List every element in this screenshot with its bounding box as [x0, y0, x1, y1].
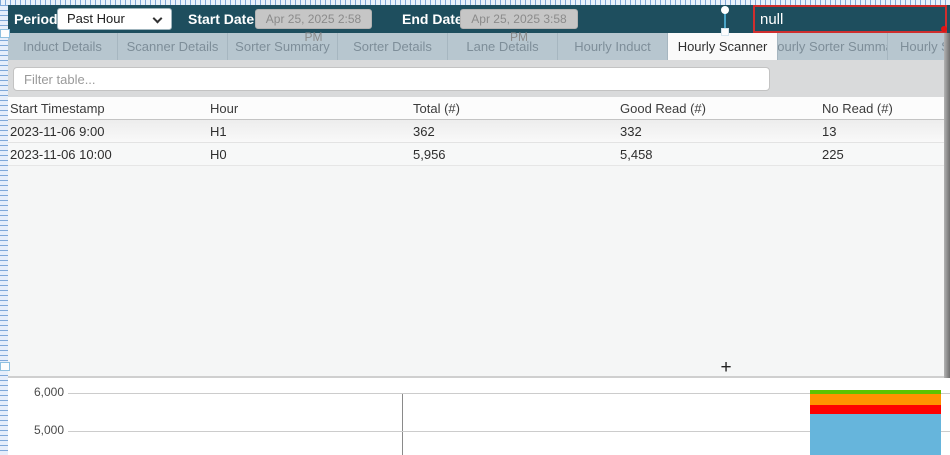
tab-hourly-induct[interactable]: Hourly Induct [558, 33, 668, 60]
hourly-scanner-table: Start Timestamp Hour Total (#) Good Read… [8, 97, 950, 378]
filter-strip [8, 60, 950, 97]
stacked-bar-segment [810, 390, 941, 394]
table-row[interactable]: 2023-11-06 9:00 H1 362 332 13 [8, 120, 950, 143]
tab-sorter-details[interactable]: Sorter Details [338, 33, 448, 60]
cell-total: 362 [413, 123, 435, 139]
end-date-label: End Date: [402, 11, 468, 27]
cell-hour: H0 [210, 146, 227, 162]
end-date-input[interactable]: Apr 25, 2025 3:58 PM [460, 9, 578, 44]
chart-vertical-gridline [402, 393, 403, 455]
selection-handle-bottom [721, 28, 729, 36]
filter-table-input[interactable] [13, 67, 770, 91]
tab-sorter-summary[interactable]: Sorter Summary [228, 33, 338, 60]
cell-good-read: 5,458 [620, 146, 653, 162]
col-no-read[interactable]: No Read (#) [822, 100, 893, 116]
stacked-bar-segment [810, 393, 941, 406]
invalid-value-field[interactable]: null [753, 5, 947, 33]
selection-line [724, 11, 726, 30]
col-start-timestamp[interactable]: Start Timestamp [10, 100, 105, 116]
start-date-input[interactable]: Apr 25, 2025 2:58 PM [255, 9, 372, 44]
tab-scanner-details[interactable]: Scanner Details [118, 33, 228, 60]
tab-hourly-scanner[interactable]: Hourly Scanner [668, 33, 778, 60]
cell-start-timestamp: 2023-11-06 9:00 [10, 123, 105, 139]
tab-bar: Induct Details Scanner Details Sorter Su… [8, 33, 950, 60]
y-axis-tick-label: 6,000 [33, 385, 64, 399]
top-ruler [0, 0, 950, 5]
col-hour[interactable]: Hour [210, 100, 239, 116]
cell-start-timestamp: 2023-11-06 10:00 [10, 146, 112, 162]
tab-hourly-sorter-summary[interactable]: Hourly Sorter Summar [778, 33, 888, 60]
period-value: Past Hour [67, 11, 125, 26]
stacked-bar-segment [810, 413, 941, 455]
col-good-read[interactable]: Good Read (#) [620, 100, 706, 116]
y-axis-tick-label: 5,000 [33, 423, 64, 437]
toolbar: Period: Past Hour Start Date: Apr 25, 20… [8, 5, 950, 44]
left-ruler [0, 5, 8, 455]
table-header-row: Start Timestamp Hour Total (#) Good Read… [8, 97, 950, 120]
period-label: Period: [14, 11, 63, 27]
chevron-down-icon [152, 13, 163, 24]
cell-hour: H1 [210, 123, 227, 139]
period-dropdown[interactable]: Past Hour [57, 8, 172, 30]
cell-no-read: 225 [822, 146, 844, 162]
ruler-guide-handle-top[interactable] [0, 29, 10, 38]
cell-no-read: 13 [822, 123, 837, 139]
stacked-bar-segment [810, 405, 941, 414]
invalid-value-text: null [760, 11, 784, 28]
ruler-guide-handle-bottom[interactable] [0, 362, 10, 371]
hourly-chart: 6,000 5,000 [8, 379, 950, 455]
tab-induct-details[interactable]: Induct Details [8, 33, 118, 60]
add-button[interactable]: + [717, 358, 735, 377]
chart-gridline [68, 393, 950, 394]
error-dot-icon [941, 26, 947, 32]
cell-good-read: 332 [620, 123, 642, 139]
cell-total: 5,956 [413, 146, 446, 162]
table-row[interactable]: 2023-11-06 10:00 H0 5,956 5,458 225 [8, 143, 950, 166]
start-date-label: Start Date: [188, 11, 259, 27]
vertical-scrollbar[interactable] [944, 33, 950, 378]
tab-hourly-sorter-details[interactable]: Hourly Sort [888, 33, 950, 60]
col-total[interactable]: Total (#) [413, 100, 460, 116]
chart-gridline [68, 431, 950, 432]
selection-handle-top [721, 6, 729, 14]
tab-lane-details[interactable]: Lane Details [448, 33, 558, 60]
